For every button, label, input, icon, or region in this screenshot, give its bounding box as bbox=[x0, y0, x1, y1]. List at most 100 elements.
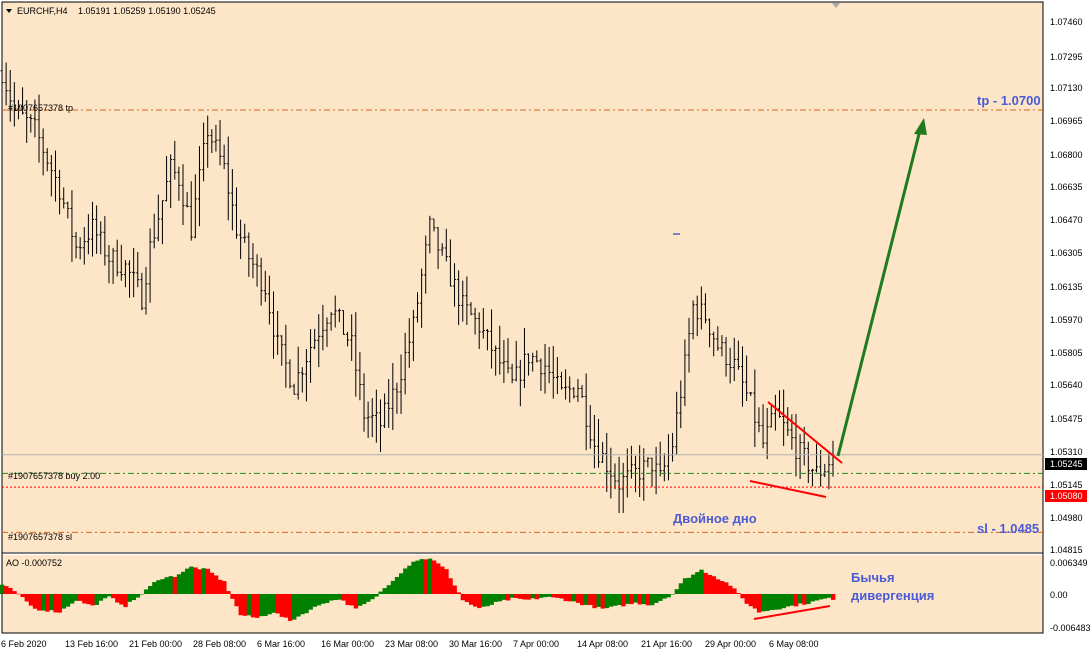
price-bar bbox=[403, 332, 407, 395]
price-bar bbox=[465, 276, 469, 326]
price-bar bbox=[288, 359, 292, 389]
price-bar bbox=[391, 362, 395, 431]
time-tick: 14 Apr 08:00 bbox=[577, 639, 628, 649]
ao-bar bbox=[785, 594, 791, 607]
divergence-annotation-line2: дивергенция bbox=[851, 588, 934, 603]
price-tick: 1.05805 bbox=[1050, 348, 1083, 358]
price-bar bbox=[757, 407, 761, 433]
ao-bar bbox=[189, 566, 194, 594]
price-bar bbox=[724, 337, 728, 377]
symbol-label: EURCHF,H4 bbox=[17, 6, 68, 16]
ao-bar bbox=[436, 563, 441, 594]
ao-bar bbox=[715, 579, 721, 594]
price-tick: 1.04815 bbox=[1050, 545, 1083, 555]
price-tick: 1.05145 bbox=[1050, 480, 1083, 490]
target-arrow-shaft[interactable] bbox=[836, 129, 922, 457]
price-bar bbox=[732, 337, 736, 382]
price-bar bbox=[457, 270, 461, 326]
ao-bar bbox=[423, 559, 429, 594]
price-bar bbox=[440, 243, 444, 256]
ohlc-values: 1.05191 1.05259 1.05190 1.05245 bbox=[78, 6, 216, 16]
price-bar bbox=[798, 434, 802, 479]
price-bar bbox=[230, 169, 234, 231]
ao-bar bbox=[36, 594, 42, 611]
ao-bar bbox=[374, 594, 379, 597]
price-bar bbox=[292, 383, 296, 395]
ao-bar bbox=[806, 594, 811, 604]
price-bar bbox=[621, 462, 625, 513]
ao-bar bbox=[0, 584, 5, 594]
price-bar bbox=[815, 443, 819, 473]
price-tick: 1.06635 bbox=[1050, 182, 1083, 192]
ao-bar bbox=[678, 583, 684, 594]
ao-bar bbox=[106, 594, 112, 597]
price-bar bbox=[518, 359, 522, 407]
price-bar bbox=[185, 192, 189, 208]
ao-bar bbox=[707, 574, 712, 594]
current-price-badge bbox=[1045, 458, 1087, 470]
price-bar bbox=[436, 227, 440, 270]
ao-indicator-label: AO -0.000752 bbox=[6, 558, 62, 568]
ao-bar bbox=[736, 593, 741, 594]
price-bar bbox=[736, 340, 740, 370]
ao-bar bbox=[242, 594, 248, 616]
price-bar bbox=[280, 335, 284, 366]
price-bar bbox=[703, 293, 707, 324]
price-bar bbox=[259, 257, 263, 306]
price-bar bbox=[601, 441, 605, 463]
price-bar bbox=[206, 115, 210, 168]
ao-bar bbox=[452, 585, 457, 594]
wedge-upper-trendline[interactable] bbox=[767, 401, 843, 464]
ao-bar bbox=[617, 594, 622, 605]
chart-shift-marker-icon[interactable] bbox=[832, 3, 840, 8]
price-bar bbox=[790, 414, 794, 450]
price-bar bbox=[156, 194, 160, 242]
price-bar bbox=[802, 426, 806, 466]
symbol-dropdown-icon[interactable] bbox=[6, 9, 12, 13]
ao-bar bbox=[600, 594, 605, 609]
price-bar bbox=[263, 270, 267, 302]
ao-bar bbox=[119, 594, 124, 605]
price-bar bbox=[234, 187, 238, 239]
stop-price-text: 1.05080 bbox=[1050, 491, 1083, 501]
ao-bar bbox=[86, 594, 91, 605]
price-bar bbox=[699, 286, 703, 330]
price-bar bbox=[778, 390, 782, 418]
ao-bar bbox=[481, 594, 486, 607]
price-bar bbox=[675, 391, 679, 455]
price-bar bbox=[551, 345, 555, 399]
price-bar bbox=[638, 445, 642, 498]
ao-bar bbox=[16, 593, 21, 595]
ao-bar bbox=[201, 568, 206, 594]
ao-bar bbox=[32, 594, 38, 609]
ao-bar bbox=[534, 594, 540, 600]
ao-bar bbox=[333, 594, 338, 601]
ao-bar bbox=[127, 594, 132, 602]
ao-bar bbox=[73, 594, 79, 601]
price-bar bbox=[218, 119, 222, 166]
price-bar bbox=[325, 317, 329, 347]
price-tick: 1.07130 bbox=[1050, 83, 1083, 93]
price-bar bbox=[107, 245, 111, 284]
price-bar bbox=[136, 251, 140, 288]
divergence-trendline[interactable] bbox=[753, 605, 831, 620]
ao-bar bbox=[139, 593, 145, 595]
price-bar bbox=[477, 312, 481, 350]
ao-bar bbox=[160, 579, 165, 594]
price-bar bbox=[350, 314, 354, 361]
time-tick: 13 Feb 16:00 bbox=[65, 639, 118, 649]
ao-bar bbox=[398, 573, 404, 594]
ao-bar bbox=[682, 578, 688, 594]
ao-bar bbox=[45, 594, 50, 612]
price-bar bbox=[358, 351, 362, 401]
ao-bar bbox=[633, 594, 638, 603]
price-bar bbox=[708, 318, 712, 348]
price-bar bbox=[53, 150, 57, 202]
wedge-lower-trendline[interactable] bbox=[749, 480, 827, 498]
price-bar bbox=[716, 326, 720, 351]
price-bar bbox=[148, 228, 152, 303]
price-bar bbox=[70, 190, 74, 262]
price-tick: 1.06135 bbox=[1050, 282, 1083, 292]
price-bar bbox=[346, 331, 350, 347]
